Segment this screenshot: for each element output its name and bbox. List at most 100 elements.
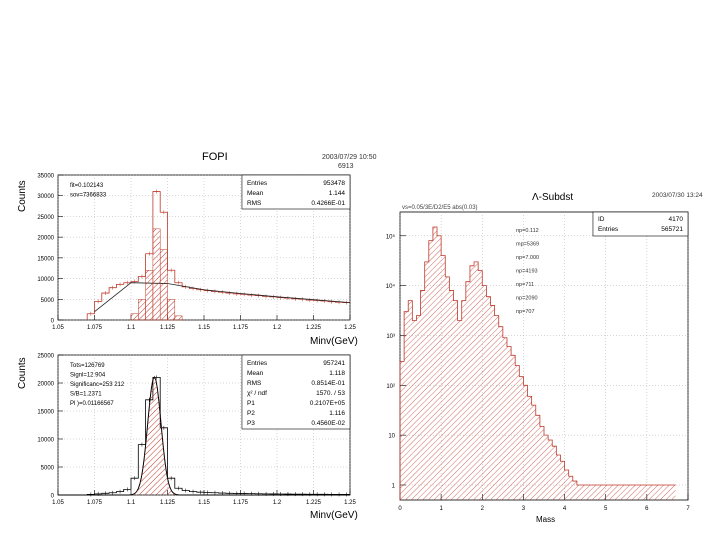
histogram-bar: [437, 235, 442, 500]
x-tick-label: 1.05: [52, 500, 64, 506]
y-tick-label: 35000: [37, 174, 54, 180]
annotation-text: np=4193: [516, 269, 538, 275]
x-tick-label: 1.075: [87, 325, 103, 331]
stats-value: 953478: [323, 180, 345, 187]
histogram-bar: [449, 290, 454, 500]
stats-value: 1570. / 53: [316, 390, 345, 397]
histogram-bar: [544, 435, 549, 500]
chart3-xlabel: Mass: [536, 515, 555, 524]
histogram-bar: [523, 385, 528, 500]
histogram-bar: [568, 476, 573, 500]
stats-label: P1: [247, 400, 255, 407]
x-tick-label: 1.125: [160, 500, 176, 506]
histogram-bar: [490, 305, 495, 500]
histogram-bar: [593, 484, 598, 500]
y-tick-label: 20000: [37, 382, 54, 388]
histogram-bar: [511, 355, 516, 500]
annotation-text: Signl=12 904: [70, 373, 106, 379]
histogram-bar: [408, 300, 413, 500]
histogram-bar: [634, 484, 639, 500]
stats-value: 0.4266E-01: [311, 200, 345, 207]
histogram-bar: [671, 484, 676, 500]
histogram-bar: [502, 337, 507, 500]
annotation-text: np=7.000: [516, 255, 539, 261]
histogram-bar: [576, 484, 582, 500]
histogram-bar: [548, 439, 553, 500]
histogram-bar: [457, 320, 462, 500]
histogram-bar: [630, 484, 635, 500]
x-tick-label: 1.175: [233, 325, 249, 331]
histogram-bar: [445, 276, 450, 500]
stats-label: RMS: [247, 380, 262, 387]
signal-bar: [145, 270, 154, 321]
histogram-line: [399, 226, 676, 500]
stats-label: Mean: [247, 190, 264, 197]
histogram-bar: [601, 484, 606, 500]
histogram-bar: [498, 326, 503, 500]
stats-value: 957241: [323, 360, 345, 367]
x-tick-label: 1.15: [198, 500, 210, 506]
x-tick-label: 6: [645, 506, 649, 512]
stats-label: χ² / ndf: [247, 390, 267, 397]
histogram-bar: [478, 270, 483, 500]
signal-bar: [159, 249, 168, 321]
histogram-bar: [539, 426, 544, 500]
stats-label: P3: [247, 420, 255, 427]
annotation-text: fit=0.102143: [70, 183, 104, 189]
annotation-text: Tots=126769: [70, 363, 105, 369]
y-tick-label: 10000: [37, 438, 54, 444]
y-tick-label: 1: [392, 483, 396, 489]
histogram-bar: [556, 454, 561, 500]
histogram-bar: [622, 484, 627, 500]
panel-right: Λ-Subdst 2003/07/30 13:24 vs=0.05/3E/D2/…: [386, 192, 703, 524]
histogram-bar: [650, 484, 656, 500]
histogram-bar: [461, 300, 466, 500]
histogram-bar: [494, 315, 499, 500]
stats-box: [241, 174, 351, 210]
chart2-ylabel: Counts: [17, 357, 28, 389]
histogram-bar: [535, 415, 540, 500]
annotation-text: np=707: [516, 309, 535, 315]
histogram-bar: [432, 227, 438, 500]
signal-bar: [138, 299, 146, 321]
y-tick-label: 15000: [37, 410, 54, 416]
stats-value: 1.144: [329, 190, 346, 197]
x-tick-label: 5: [604, 506, 608, 512]
signal-bar: [130, 313, 139, 321]
x-tick-label: 3: [522, 506, 526, 512]
histogram-bar: [642, 484, 647, 500]
x-tick-label: 0: [398, 506, 402, 512]
stats-box: [241, 354, 351, 430]
histogram-bar: [506, 346, 512, 500]
chart1-xlabel: Minv(GeV): [310, 336, 358, 347]
x-tick-label: 7: [686, 506, 690, 512]
y-tick-label: 5000: [41, 298, 55, 304]
y-tick-label: 10²: [386, 384, 395, 390]
chart2-xlabel: Minv(GeV): [310, 510, 358, 521]
x-tick-label: 1.175: [233, 500, 249, 506]
x-tick-label: 1.075: [87, 500, 103, 506]
background-fit-curve: [94, 282, 351, 313]
histogram-bar: [609, 484, 614, 500]
histogram-bar: [552, 446, 557, 500]
annotation-text: np=0.112: [516, 228, 539, 234]
y-tick-label: 25000: [37, 215, 54, 221]
signal-fill: [127, 377, 181, 495]
annotation-text: np=711: [516, 282, 534, 288]
histogram-bar: [605, 484, 610, 500]
stats-label: Entries: [247, 180, 268, 187]
y-tick-label: 15000: [37, 256, 54, 262]
x-tick-label: 1.15: [198, 325, 210, 331]
annotation-text: mp=5369: [516, 242, 539, 248]
stats-value: 1.118: [329, 370, 345, 377]
x-tick-label: 1: [439, 506, 443, 512]
histogram-bar: [618, 484, 623, 500]
y-tick-label: 10³: [386, 334, 395, 340]
histogram-bar: [465, 281, 470, 500]
stats-value: 0.4560E-02: [311, 420, 345, 427]
chart3-timestamp: 2003/07/30 13:24: [652, 192, 703, 199]
annotation-text: sov=7366833: [70, 193, 107, 199]
histogram-bar: [589, 484, 594, 500]
histogram-bar: [482, 285, 487, 500]
